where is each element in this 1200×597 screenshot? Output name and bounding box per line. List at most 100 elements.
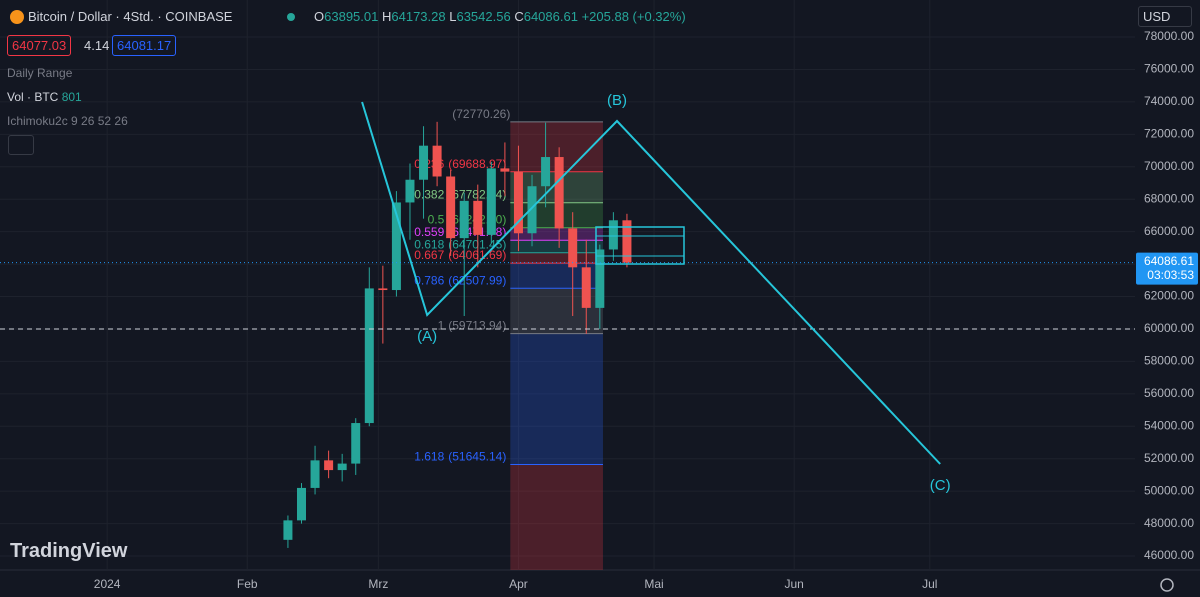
candle-body <box>622 220 632 263</box>
fib-price: (59713.94) <box>448 319 506 333</box>
ohlc: O63895.01 H64173.28 L63542.56 C64086.61 … <box>314 9 686 24</box>
fib-label: 0.786 (62507.99) <box>414 273 506 287</box>
candle-body <box>568 228 578 268</box>
y-tick-label: 68000.00 <box>1144 191 1194 205</box>
fib-ratio: 0.382 <box>414 188 444 202</box>
candle-body <box>595 249 605 308</box>
value: 64086.61 <box>523 9 578 24</box>
indicator[interactable]: Ichimoku2c 9 26 52 26 <box>7 114 128 128</box>
candle-body <box>527 186 537 234</box>
candle-body <box>486 168 496 235</box>
label: L <box>449 9 457 24</box>
wave-label: (A) <box>417 328 437 345</box>
fib-ratio: 0.618 <box>414 238 444 252</box>
price-axis <box>1135 0 1200 597</box>
candle-body <box>446 176 456 239</box>
y-tick-label: 72000.00 <box>1144 126 1194 140</box>
candle-body <box>364 288 374 424</box>
y-tick-label: 50000.00 <box>1144 483 1194 497</box>
x-tick-label: Mrz <box>368 577 388 591</box>
y-tick-label: 56000.00 <box>1144 386 1194 400</box>
fib-ratio: 0.559 <box>414 225 444 239</box>
zone-box <box>595 235 685 257</box>
candle-body <box>432 145 442 177</box>
candle-body <box>459 200 469 239</box>
candle-body <box>378 288 388 291</box>
fib-price: (51645.14) <box>448 450 506 464</box>
fib-price: (62507.99) <box>448 273 506 287</box>
label: C <box>514 9 524 24</box>
btc-icon <box>10 10 24 24</box>
candle-body <box>541 157 551 187</box>
candle-body <box>405 179 415 203</box>
fib-ratio: 0.667 <box>414 248 444 262</box>
market-status <box>287 13 295 21</box>
plot-area: (72770.26)0.236(69688.97)0.382(67782.74)… <box>0 0 1135 570</box>
wave-label: (B) <box>607 92 627 109</box>
fib-ratio: 0.5 <box>428 213 445 227</box>
y-tick-label: 48000.00 <box>1144 516 1194 530</box>
y-tick-label: 54000.00 <box>1144 418 1194 432</box>
y-tick-label: 52000.00 <box>1144 451 1194 465</box>
currency-button[interactable]: USD <box>1138 6 1192 27</box>
indicator[interactable]: Daily Range <box>7 66 73 80</box>
change: +205.88 (+0.32%) <box>581 9 686 24</box>
fib-zone <box>510 333 603 465</box>
y-tick-label: 58000.00 <box>1144 354 1194 368</box>
candle-body <box>324 460 334 471</box>
candle-body <box>473 200 483 235</box>
fib-zone <box>510 227 603 241</box>
candle-body <box>608 220 618 250</box>
price-tag-countdown: 03:03:53 <box>1147 268 1194 282</box>
x-tick-label: Apr <box>509 577 528 591</box>
x-tick-label: Jun <box>785 577 804 591</box>
fib-price: (72770.26) <box>452 107 510 121</box>
fib-zone <box>510 252 603 264</box>
fib-zone <box>510 464 603 570</box>
fib-ratio: 1.618 <box>414 450 444 464</box>
label: O <box>314 9 325 24</box>
y-tick-label: 76000.00 <box>1144 62 1194 76</box>
fib-ratio: 1 <box>438 319 445 333</box>
buy-button[interactable]: 64081.17 <box>112 35 177 56</box>
settings-icon[interactable] <box>1160 578 1174 592</box>
y-tick-label: 46000.00 <box>1144 548 1194 562</box>
fib-label: (72770.26) <box>452 107 510 121</box>
y-tick-label: 62000.00 <box>1144 289 1194 303</box>
label: H <box>381 9 392 24</box>
wave-label: (C) <box>930 477 951 494</box>
candle-body <box>351 423 361 464</box>
candle-body <box>554 157 564 229</box>
candle-body <box>391 202 401 291</box>
logo: TradingView <box>10 540 128 562</box>
y-tick-label: 74000.00 <box>1144 94 1194 108</box>
candle-body <box>296 487 306 521</box>
axes: 46000.00 48000.00 50000.00 52000.00 54000.00… <box>94 29 1198 591</box>
candle-body <box>337 463 347 471</box>
x-tick-label: Mai <box>644 577 663 591</box>
indicator-name: Vol · BTC <box>7 90 59 104</box>
x-tick-label: 2024 <box>94 577 121 591</box>
x-tick-label: Feb <box>237 577 258 591</box>
collapse-button[interactable] <box>8 135 34 155</box>
x-tick-label: Jul <box>922 577 937 591</box>
symbol: Bitcoin / Dollar · 4Std. · COINBASE <box>28 9 233 24</box>
indicator-value: 801 <box>61 90 82 104</box>
candle-body <box>419 145 429 180</box>
value: 64173.28 <box>391 9 446 24</box>
candle-body <box>283 520 293 540</box>
sell-button[interactable]: 64077.03 <box>7 35 72 56</box>
y-tick-label: 60000.00 <box>1144 321 1194 335</box>
y-tick-label: 70000.00 <box>1144 159 1194 173</box>
candle-body <box>310 460 320 488</box>
candle-body <box>513 171 523 234</box>
fib-label: 0.667(64061.69) <box>414 248 506 262</box>
spread: 4.14 <box>84 38 110 53</box>
indicator[interactable]: Vol · BTC 801 <box>7 90 82 104</box>
value: 63542.56 <box>456 9 511 24</box>
y-tick-label: 66000.00 <box>1144 224 1194 238</box>
y-tick-label: 78000.00 <box>1144 29 1194 43</box>
wave-line <box>361 101 941 465</box>
